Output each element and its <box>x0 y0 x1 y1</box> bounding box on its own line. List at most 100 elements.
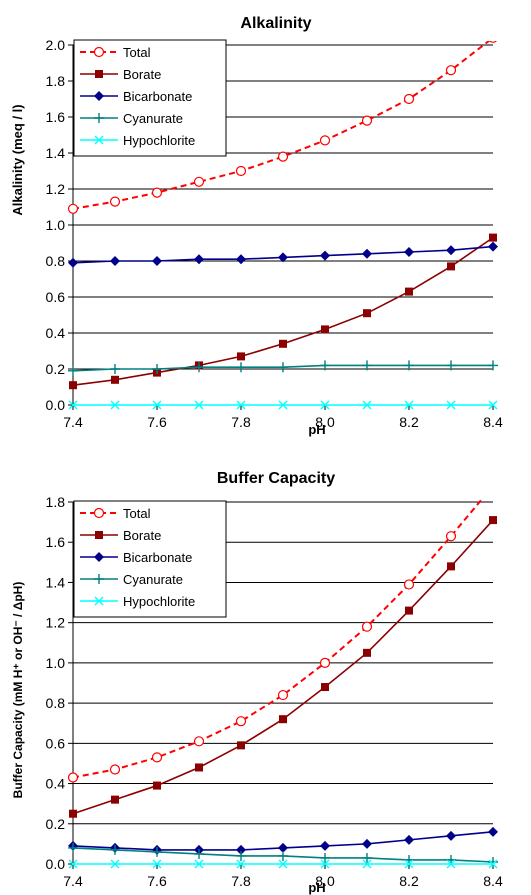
point-total <box>235 165 247 177</box>
point-cyanurate <box>446 360 456 371</box>
point-total <box>235 716 247 727</box>
legend-label-borate: Borate <box>123 67 161 82</box>
point-hypochlorite <box>278 400 288 410</box>
point-total <box>151 187 163 198</box>
legend-item-cyanurate: Cyanurate <box>80 111 183 126</box>
point-hypochlorite <box>362 859 372 869</box>
point-bicarbonate <box>278 842 288 853</box>
point-total <box>361 115 373 126</box>
legend-label-bicarbonate: Bicarbonate <box>123 89 192 104</box>
point-cyanurate <box>488 856 498 867</box>
legend-label-hypochlorite: Hypochlorite <box>123 133 195 148</box>
point-bicarbonate <box>110 256 120 266</box>
legend-marker-hypochlorite <box>94 135 104 145</box>
y-tick-label: 0.4 <box>46 325 66 341</box>
point-borate <box>69 381 77 390</box>
x-tick-label: 7.4 <box>63 873 83 889</box>
y-tick-label: 1.2 <box>46 615 66 631</box>
series-total <box>67 41 497 214</box>
legend: Total Borate Bicarbonate Cyanurate Hypochlor… <box>73 39 227 157</box>
point-bicarbonate <box>320 840 330 851</box>
legend-item-hypochlorite: Hypochlorite <box>80 133 195 148</box>
point-borate <box>321 325 329 334</box>
legend-item-hypochlorite: Hypochlorite <box>80 594 195 609</box>
legend-item-bicarbonate: Bicarbonate <box>80 550 192 565</box>
legend-item-bicarbonate: Bicarbonate <box>80 89 192 104</box>
point-bicarbonate <box>446 830 456 841</box>
point-bicarbonate <box>488 826 498 837</box>
y-tick-label: 0.6 <box>46 289 66 305</box>
legend-marker-bicarbonate <box>94 91 104 101</box>
point-bicarbonate <box>152 256 162 266</box>
point-cyanurate <box>110 364 120 374</box>
point-cyanurate <box>110 844 120 855</box>
point-total <box>319 657 331 668</box>
legend: Total Borate Bicarbonate Cyanurate Hypochlor… <box>73 500 227 618</box>
point-bicarbonate <box>278 252 288 263</box>
x-tick-label: 8.4 <box>483 414 503 430</box>
point-cyanurate <box>194 848 204 859</box>
y-tick-label: 0.8 <box>46 253 66 269</box>
point-bicarbonate <box>194 254 204 265</box>
point-hypochlorite <box>404 400 414 410</box>
point-cyanurate <box>278 362 288 373</box>
y-tick-label: 1.8 <box>46 494 66 510</box>
legend-label-cyanurate: Cyanurate <box>123 111 183 126</box>
point-borate <box>279 715 287 724</box>
point-total <box>489 481 498 490</box>
y-tick-label: 1.4 <box>46 574 66 590</box>
legend-item-borate: Borate <box>80 67 161 82</box>
point-cyanurate <box>236 850 246 861</box>
y-tick-label: 0.4 <box>46 776 66 792</box>
point-borate <box>279 339 287 348</box>
x-axis-label: pH <box>308 880 325 895</box>
point-hypochlorite <box>110 400 120 410</box>
point-borate <box>405 606 413 615</box>
series-bicarbonate <box>68 241 498 268</box>
point-total <box>445 65 457 76</box>
point-borate <box>69 809 77 818</box>
y-tick-label: 1.0 <box>46 217 66 233</box>
point-hypochlorite <box>320 859 330 869</box>
point-borate <box>321 683 329 692</box>
point-cyanurate <box>236 362 246 373</box>
legend-marker-cyanurate <box>94 574 104 584</box>
point-hypochlorite <box>152 400 162 410</box>
point-cyanurate <box>404 360 414 371</box>
point-bicarbonate <box>320 250 330 261</box>
series-cyanurate <box>68 360 498 376</box>
point-bicarbonate <box>236 254 246 265</box>
y-tick-label: 0.6 <box>46 735 66 751</box>
point-bicarbonate <box>404 247 414 257</box>
legend-label-cyanurate: Cyanurate <box>123 572 183 587</box>
point-borate <box>447 262 455 271</box>
point-total <box>277 151 289 162</box>
point-borate <box>153 781 161 790</box>
point-cyanurate <box>278 850 288 861</box>
point-hypochlorite <box>194 859 204 869</box>
x-tick-label: 8.4 <box>483 873 503 889</box>
series-total <box>67 481 498 783</box>
point-borate <box>237 352 245 361</box>
y-tick-label: 0.2 <box>46 361 66 377</box>
legend-marker-hypochlorite <box>94 596 104 606</box>
point-hypochlorite <box>68 859 78 869</box>
point-hypochlorite <box>362 400 372 410</box>
y-tick-label: 1.6 <box>46 534 66 550</box>
legend-label-total: Total <box>123 45 151 60</box>
point-cyanurate <box>362 852 372 863</box>
point-cyanurate <box>362 360 372 371</box>
point-bicarbonate <box>236 844 246 855</box>
series-line-total <box>72 41 491 210</box>
point-bicarbonate <box>362 838 372 849</box>
point-bicarbonate <box>404 834 414 845</box>
point-borate <box>111 795 119 804</box>
point-total <box>319 135 331 146</box>
x-tick-label: 7.8 <box>231 414 251 430</box>
y-tick-label: 0.0 <box>46 856 66 872</box>
point-hypochlorite <box>446 400 456 410</box>
chart-title: Alkalinity <box>240 15 311 32</box>
point-hypochlorite <box>194 400 204 410</box>
point-hypochlorite <box>152 859 162 869</box>
